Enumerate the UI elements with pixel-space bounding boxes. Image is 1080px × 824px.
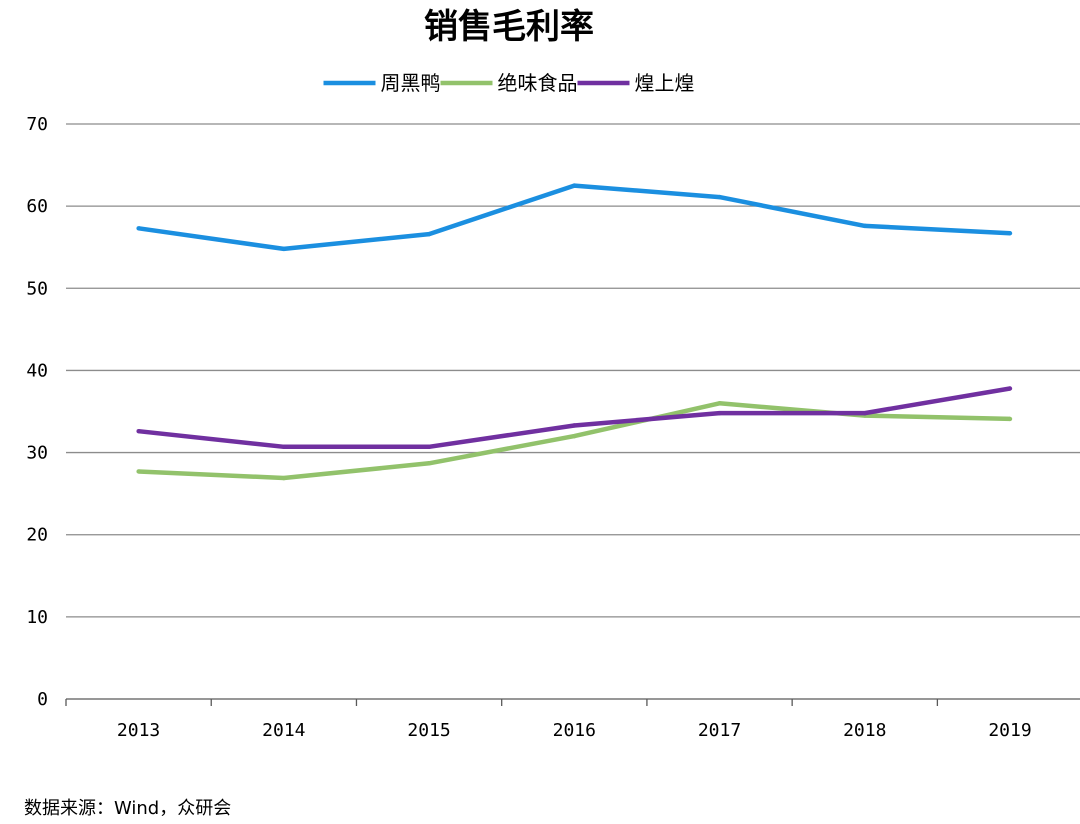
chart-title: 销售毛利率 [424,7,594,47]
x-tick-label: 2019 [988,720,1031,741]
data-point [136,469,141,474]
data-point [1007,416,1013,422]
x-tick-label: 2018 [843,720,886,741]
data-point [717,410,722,416]
legend-label: 绝味食品 [498,71,578,95]
data-point [717,401,722,406]
data-point [426,444,432,450]
y-tick-label: 20 [26,525,48,546]
x-tick-label: 2016 [553,720,596,741]
data-point [426,461,432,466]
series-group [136,183,1013,481]
series-line-1 [138,183,1011,252]
data-point [572,423,577,428]
y-axis: 0 10 20 30 40 50 60 70 [26,114,48,710]
y-tick-label: 50 [26,278,48,299]
x-tick-label: 2014 [262,720,305,741]
y-tick-label: 60 [26,196,48,217]
x-axis: 2013 2014 2015 2016 2017 2018 2019 [65,699,1032,741]
series-line-2 [138,401,1011,481]
data-point [572,433,577,439]
x-tick-label: 2013 [117,720,160,741]
y-tick-label: 30 [26,443,48,464]
data-point [717,194,722,200]
data-point [426,231,432,237]
legend-label: 煌上煌 [635,71,695,95]
data-point [862,410,867,416]
data-point [572,183,577,188]
legend: 周黑鸭 绝味食品 煌上煌 [323,71,695,95]
grid-lines [66,123,1080,700]
data-point [281,444,287,450]
x-tick-label: 2017 [698,720,741,741]
data-point [1007,386,1013,391]
data-point [1007,231,1013,236]
y-tick-label: 10 [26,607,48,628]
data-source-note: 数据来源：Wind，众研会 [24,798,232,819]
y-tick-label: 70 [26,114,48,135]
y-tick-label: 0 [37,689,48,710]
legend-label: 周黑鸭 [381,71,441,95]
y-tick-label: 40 [26,360,48,381]
data-point [862,223,867,229]
data-point [281,246,287,252]
data-point [136,226,141,231]
x-tick-label: 2015 [407,720,450,741]
data-point [136,429,141,434]
data-point [281,475,287,481]
